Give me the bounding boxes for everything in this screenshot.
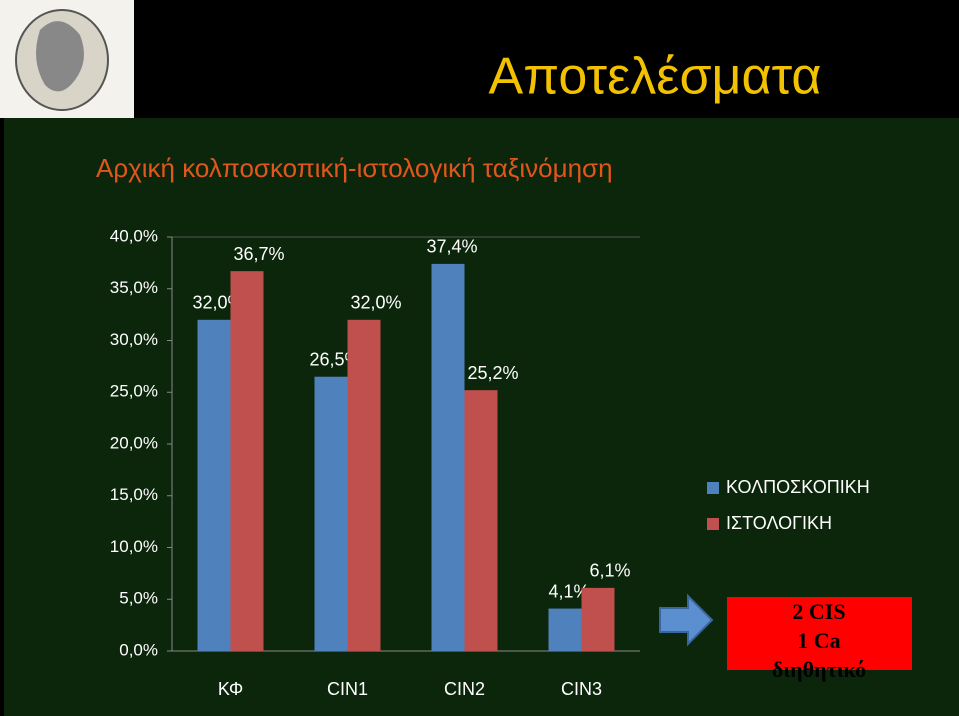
y-tick-label: 0,0%	[119, 640, 158, 659]
legend-label: ΚΟΛΠΟΣΚΟΠΙΚΗ	[726, 477, 870, 497]
x-tick-label: CIN1	[327, 679, 368, 699]
logo-head	[36, 21, 84, 92]
bar	[347, 319, 381, 651]
callout-line: διηθητικό	[772, 657, 866, 682]
legend-swatch	[707, 482, 719, 494]
y-tick-label: 25,0%	[110, 382, 158, 401]
value-label: 36,7%	[233, 244, 284, 264]
value-label: 37,4%	[426, 237, 477, 257]
callout-line: 1 Ca	[797, 628, 840, 653]
callout-box	[727, 597, 912, 670]
logo	[0, 0, 134, 118]
bar	[197, 319, 231, 651]
legend-swatch	[707, 518, 719, 530]
value-label: 25,2%	[467, 363, 518, 383]
arrow	[659, 593, 714, 647]
value-label: 4,1%	[548, 581, 589, 601]
y-tick-label: 40,0%	[110, 226, 158, 245]
y-tick-label: 20,0%	[110, 433, 158, 452]
y-tick-label: 30,0%	[110, 330, 158, 349]
slide-subtitle: Αρχική κολποσκοπική-ιστολογική ταξινόμησ…	[96, 153, 613, 183]
bar	[230, 271, 264, 651]
value-label: 6,1%	[589, 561, 630, 581]
callout-line: 2 CIS	[792, 599, 845, 624]
bar	[464, 390, 498, 651]
bar	[581, 587, 615, 651]
y-tick-label: 15,0%	[110, 485, 158, 504]
x-tick-label: ΚΦ	[218, 679, 243, 699]
value-label: 32,0%	[350, 293, 401, 313]
x-tick-label: CIN3	[561, 679, 602, 699]
slide-title: Αποτελέσματα	[489, 48, 822, 106]
y-tick-label: 5,0%	[119, 589, 158, 608]
bar	[431, 263, 465, 651]
bar	[548, 608, 582, 651]
y-tick-label: 10,0%	[110, 537, 158, 556]
callout: 2 CIS 1 Ca διηθητικό	[772, 599, 866, 682]
chart: 0,0% 5,0% 10,0% 15,0% 20,0% 25,0% 30,0% 35,0% 40…	[110, 226, 870, 698]
legend-label: ΙΣΤΟΛΟΓΙΚΗ	[726, 513, 832, 533]
x-tick-label: CIN2	[444, 679, 485, 699]
y-tick-label: 35,0%	[110, 278, 158, 297]
bar	[314, 376, 348, 651]
